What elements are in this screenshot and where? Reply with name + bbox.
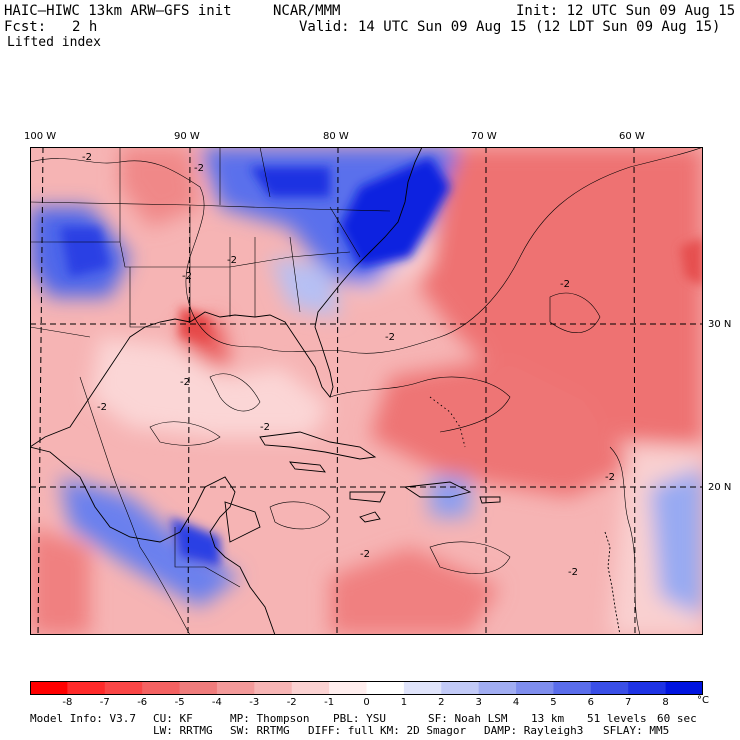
- colorbar-cell: [142, 681, 181, 695]
- colorbar-cell: [628, 681, 667, 695]
- footer-sw: SW: RRTMG: [230, 724, 290, 737]
- contour-label: -2: [605, 472, 615, 483]
- colorbar-tick-label: -8: [62, 697, 73, 708]
- lon-label-60w: 60 W: [619, 131, 645, 142]
- colorbar-cell: [441, 681, 480, 695]
- fcst-label: Fcst:: [4, 19, 47, 35]
- field-name: Lifted index: [7, 35, 101, 50]
- colorbar-tick-label: 3: [475, 697, 482, 708]
- footer-pbl: PBL: YSU: [333, 712, 386, 725]
- contour-label: -2: [260, 422, 270, 433]
- contour-label: -2: [97, 402, 107, 413]
- colorbar-cell: [329, 681, 367, 695]
- lifted-index-map: -2 -2 -2 -2 -2 -2 -2 -2 -2 -2 -2 -2: [30, 147, 703, 635]
- map-frame: [30, 147, 703, 635]
- colorbar-cell: [665, 681, 703, 695]
- org-label: NCAR/MMM: [273, 3, 341, 19]
- colorbar-unit: °C: [697, 695, 709, 706]
- footer-model-info: Model Info: V3.7: [30, 712, 136, 725]
- contour-label: -2: [360, 549, 370, 560]
- lat-label-30n: 30 N: [708, 319, 732, 330]
- footer-sflay: SFLAY: MM5: [603, 724, 670, 737]
- lon-label-100w: 100 W: [24, 131, 57, 142]
- colorbar-tick-label: 4: [512, 697, 520, 708]
- contour-lines: [30, 147, 703, 635]
- footer-resolution: 13 km: [531, 712, 565, 725]
- colorbar-cell: [553, 681, 592, 695]
- colorbar-cell: [590, 681, 629, 695]
- colorbar: [30, 681, 703, 695]
- footer-lw: LW: RRTMG: [153, 724, 213, 737]
- footer-levels: 51 levels: [587, 712, 647, 725]
- footer-damp: DAMP: Rayleigh3: [484, 724, 584, 737]
- colorbar-cell: [104, 681, 143, 695]
- contour-label: -2: [227, 255, 237, 266]
- colorbar-tick-label: -2: [286, 697, 297, 708]
- colorbar-tick-label: 0: [363, 697, 370, 708]
- colorbar-cell: [291, 681, 330, 695]
- colorbar-tick-label: 1: [400, 697, 408, 708]
- footer-diff: DIFF: full: [308, 724, 375, 737]
- colorbar-cell: [30, 681, 68, 695]
- colorbar-tick-label: -7: [99, 697, 110, 708]
- model-title: HAIC–HIWC 13km ARW–GFS init: [4, 3, 232, 19]
- footer-mp: MP: Thompson: [230, 712, 310, 725]
- footer-sf: SF: Noah LSM: [428, 712, 508, 725]
- colorbar-tick-label: 5: [550, 697, 557, 708]
- colorbar-cell: [516, 681, 554, 695]
- valid-time: Valid: 14 UTC Sun 09 Aug 15 (12 LDT Sun …: [299, 19, 721, 35]
- contour-label: -2: [182, 271, 192, 282]
- footer-km: KM: 2D Smagor: [380, 724, 467, 737]
- contour-label: -2: [194, 163, 204, 174]
- lon-label-90w: 90 W: [174, 131, 200, 142]
- fcst-value: 2 h: [72, 19, 98, 35]
- colorbar-tick-label: -6: [137, 697, 148, 708]
- colorbar-cell: [478, 681, 517, 695]
- footer-timestep: 60 sec: [657, 712, 697, 725]
- colorbar-tick-label: -3: [249, 697, 260, 708]
- colorbar-cell: [67, 681, 106, 695]
- coastlines: [30, 147, 621, 635]
- colorbar-cell: [403, 681, 442, 695]
- footer-cu: CU: KF: [153, 712, 193, 725]
- contour-label: -2: [568, 567, 578, 578]
- colorbar-tick-label: -5: [174, 697, 185, 708]
- lon-label-70w: 70 W: [471, 131, 497, 142]
- contour-label: -2: [560, 279, 570, 290]
- init-time: Init: 12 UTC Sun 09 Aug 15: [516, 3, 736, 19]
- contour-label: -2: [385, 332, 395, 343]
- latlon-grid: [30, 147, 703, 635]
- contour-labels: -2 -2 -2 -2 -2 -2 -2 -2 -2 -2 -2 -2: [82, 152, 615, 578]
- colorbar-tick-label: -1: [324, 697, 335, 708]
- colorbar-cell: [216, 681, 255, 695]
- colorbar-tick-label: 2: [438, 697, 445, 708]
- contour-label: -2: [82, 152, 92, 163]
- colorbar-tick-label: 7: [625, 697, 632, 708]
- colorbar-tick-label: 8: [662, 697, 669, 708]
- colorbar-cell: [179, 681, 218, 695]
- colorbar-cell: [366, 681, 405, 695]
- contour-label: -2: [180, 377, 190, 388]
- colorbar-cell: [254, 681, 293, 695]
- colorbar-tick-label: 6: [587, 697, 594, 708]
- state-borders: [30, 147, 391, 588]
- lat-label-20n: 20 N: [708, 482, 732, 493]
- colorbar-tick-label: -4: [211, 697, 222, 708]
- lon-label-80w: 80 W: [323, 131, 349, 142]
- field-shading: [30, 147, 703, 635]
